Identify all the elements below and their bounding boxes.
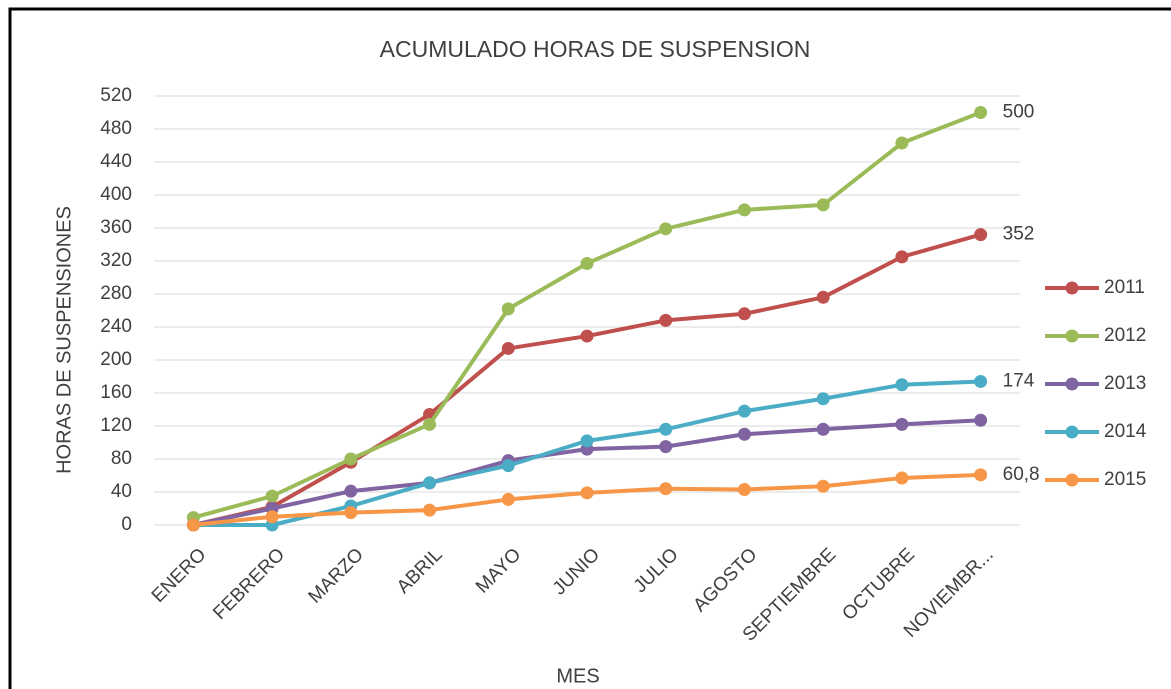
marker bbox=[737, 427, 751, 441]
y-tick-label: 200 bbox=[100, 349, 132, 370]
y-tick-label: 280 bbox=[100, 283, 132, 304]
marker bbox=[659, 222, 673, 236]
y-tick-label: 520 bbox=[100, 85, 132, 106]
marker bbox=[974, 228, 988, 242]
marker bbox=[974, 374, 988, 388]
marker bbox=[974, 106, 988, 119]
marker bbox=[580, 256, 594, 270]
marker bbox=[659, 440, 673, 454]
data-label: 174 bbox=[1003, 370, 1035, 391]
y-tick-label: 480 bbox=[100, 118, 132, 139]
y-tick-label: 440 bbox=[100, 151, 132, 172]
marker bbox=[501, 341, 515, 355]
legend-marker bbox=[1065, 329, 1079, 343]
y-tick-label: 40 bbox=[111, 481, 132, 502]
marker bbox=[737, 307, 751, 321]
marker bbox=[580, 434, 594, 448]
y-axis-title: HORAS DE SUSPENSIONES bbox=[53, 206, 75, 474]
marker bbox=[580, 486, 594, 500]
marker bbox=[659, 482, 673, 496]
y-tick-label: 160 bbox=[100, 382, 132, 403]
legend-marker bbox=[1065, 473, 1079, 487]
marker bbox=[816, 392, 830, 406]
legend-label: 2013 bbox=[1104, 373, 1146, 394]
legend-marker bbox=[1065, 281, 1079, 295]
legend-label: 2011 bbox=[1104, 277, 1145, 298]
legend-marker bbox=[1065, 377, 1079, 391]
y-tick-label: 360 bbox=[100, 217, 132, 238]
marker bbox=[816, 198, 830, 212]
marker bbox=[423, 476, 437, 490]
marker bbox=[816, 422, 830, 436]
marker bbox=[895, 471, 909, 485]
marker bbox=[974, 468, 988, 482]
marker bbox=[737, 203, 751, 217]
marker bbox=[659, 313, 673, 327]
marker bbox=[737, 404, 751, 418]
data-label: 60,8 bbox=[1003, 464, 1040, 485]
lines bbox=[186, 106, 988, 532]
marker bbox=[659, 422, 673, 436]
chart-title: ACUMULADO HORAS DE SUSPENSION bbox=[380, 36, 811, 62]
legend-label: 2015 bbox=[1104, 469, 1146, 490]
marker bbox=[265, 510, 279, 524]
marker bbox=[816, 290, 830, 304]
data-label: 500 bbox=[1003, 102, 1035, 123]
x-axis-title: MES bbox=[556, 665, 599, 687]
marker bbox=[423, 417, 437, 431]
legend-marker bbox=[1065, 425, 1079, 439]
grid bbox=[154, 95, 1020, 526]
marker bbox=[344, 506, 358, 520]
marker bbox=[816, 479, 830, 493]
marker bbox=[895, 417, 909, 431]
data-label: 352 bbox=[1003, 224, 1035, 245]
marker bbox=[895, 136, 909, 150]
marker bbox=[895, 250, 909, 264]
y-tick-label: 0 bbox=[121, 514, 132, 535]
marker bbox=[423, 503, 437, 517]
legend-label: 2012 bbox=[1104, 325, 1146, 346]
chart-frame bbox=[8, 7, 1171, 689]
marker bbox=[344, 484, 358, 498]
marker bbox=[265, 489, 279, 503]
marker bbox=[186, 518, 200, 532]
marker bbox=[737, 483, 751, 497]
y-tick-label: 320 bbox=[100, 250, 132, 271]
marker bbox=[974, 413, 988, 427]
marker bbox=[344, 452, 358, 466]
marker bbox=[895, 378, 909, 392]
marker bbox=[580, 329, 594, 343]
y-tick-label: 120 bbox=[100, 415, 132, 436]
y-tick-label: 400 bbox=[100, 184, 132, 205]
y-tick-label: 80 bbox=[111, 448, 132, 469]
y-tick-label: 240 bbox=[100, 316, 132, 337]
legend-label: 2014 bbox=[1104, 421, 1147, 442]
marker bbox=[501, 302, 515, 316]
marker bbox=[501, 459, 515, 473]
marker bbox=[501, 492, 515, 506]
